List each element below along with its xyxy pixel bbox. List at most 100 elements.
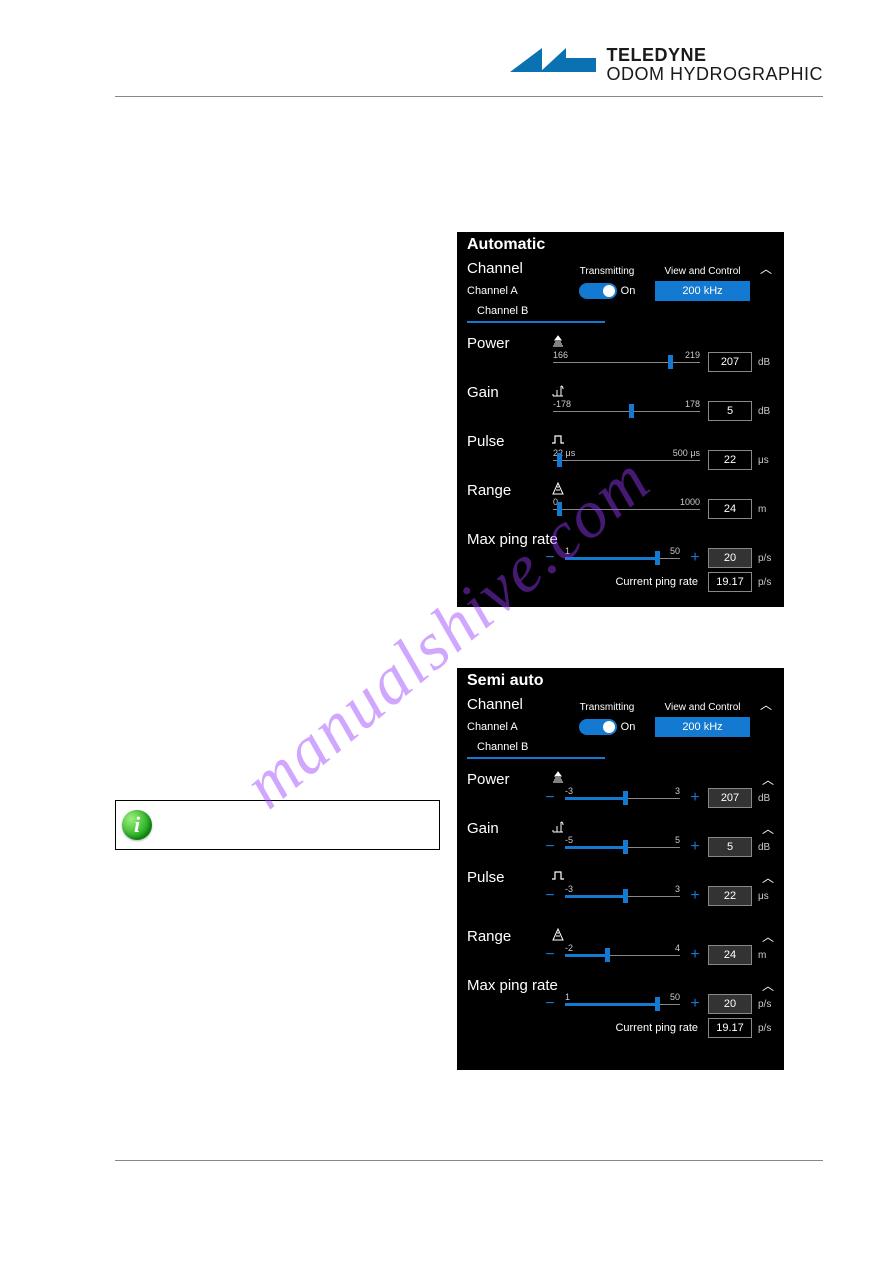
maxping-slider-min: 1 — [565, 546, 570, 556]
semi-channel-a-toggle[interactable] — [579, 719, 617, 735]
channel-collapse-icon[interactable]: ︿ — [758, 260, 774, 277]
pulse-row: Pulse — [457, 433, 784, 450]
power-slider-line: 166 219 207 dB — [457, 352, 784, 372]
semi-current-ping-label: Current ping rate — [615, 1022, 698, 1034]
panel-automatic: Automatic Channel Transmitting View and … — [457, 232, 784, 607]
power-slider[interactable]: 166 219 — [553, 352, 700, 372]
semi-maxping-slider-line: − 1 50 + 20 p/s — [457, 994, 784, 1014]
semi-maxping-slider-max: 50 — [670, 992, 680, 1002]
semi-power-plus-button[interactable]: + — [688, 789, 702, 807]
semi-maxping-value[interactable]: 20 — [708, 994, 752, 1014]
semi-gain-plus-button[interactable]: + — [688, 838, 702, 856]
maxping-minus-button[interactable]: − — [543, 549, 557, 567]
range-slider-max: 1000 — [680, 497, 700, 507]
semi-pulse-slider-min: -3 — [565, 884, 573, 894]
pulse-unit: μs — [758, 455, 774, 466]
channel-header: Channel Transmitting View and Control ︿ — [457, 260, 784, 279]
semi-channel-header: Channel Transmitting View and Control ︿ — [457, 696, 784, 715]
semi-gain-value[interactable]: 5 — [708, 837, 752, 857]
gain-slider-line: -178 178 5 dB — [457, 401, 784, 421]
semi-current-ping-value: 19.17 — [708, 1018, 752, 1038]
semi-range-label: Range — [467, 928, 545, 945]
pulse-slider[interactable]: 22 μs 500 μs — [553, 450, 700, 470]
semi-channel-a-row: Channel A On 200 kHz — [457, 715, 784, 739]
range-unit: m — [758, 504, 774, 515]
semi-maxping-minus-button[interactable]: − — [543, 995, 557, 1013]
semi-maxping-slider[interactable]: 1 50 — [565, 994, 680, 1014]
semi-channel-collapse-icon[interactable]: ︿ — [758, 696, 774, 713]
footer-divider — [115, 1160, 823, 1161]
maxping-row: Max ping rate — [457, 531, 784, 548]
panel-semi-auto: Semi auto Channel Transmitting View and … — [457, 668, 784, 1070]
semi-gain-row: Gain ︿ — [457, 820, 784, 837]
semi-gain-minus-button[interactable]: − — [543, 838, 557, 856]
gain-slider-min: -178 — [553, 399, 571, 409]
semi-channel-a-label: Channel A — [467, 721, 559, 733]
channel-a-toggle[interactable] — [579, 283, 617, 299]
gain-slider-max: 178 — [685, 399, 700, 409]
channel-label: Channel — [467, 260, 559, 277]
current-ping-value: 19.17 — [708, 572, 752, 592]
semi-pulse-slider-max: 3 — [675, 884, 680, 894]
semi-power-label: Power — [467, 771, 545, 788]
semi-pulse-value[interactable]: 22 — [708, 886, 752, 906]
semi-power-value[interactable]: 207 — [708, 788, 752, 808]
maxping-unit: p/s — [758, 553, 774, 564]
semi-power-collapse-icon[interactable]: ︿ — [762, 771, 774, 788]
pulse-slider-min: 22 μs — [553, 448, 575, 458]
semi-power-slider[interactable]: -3 3 — [565, 788, 680, 808]
semi-gain-slider-min: -5 — [565, 835, 573, 845]
panel-automatic-title: Automatic — [457, 232, 784, 260]
gain-unit: dB — [758, 406, 774, 417]
maxping-value[interactable]: 20 — [708, 548, 752, 568]
semi-pulse-collapse-icon[interactable]: ︿ — [762, 869, 774, 886]
semi-range-unit: m — [758, 950, 774, 961]
channel-a-view-button[interactable]: 200 kHz — [655, 281, 750, 301]
view-control-col-label: View and Control — [655, 266, 750, 277]
semi-power-unit: dB — [758, 793, 774, 804]
panel-semi-title: Semi auto — [457, 668, 784, 696]
power-slider-min: 166 — [553, 350, 568, 360]
pulse-label: Pulse — [467, 433, 545, 450]
semi-maxping-row: Max ping rate ︿ — [457, 977, 784, 994]
semi-range-slider[interactable]: -2 4 — [565, 945, 680, 965]
semi-power-slider-max: 3 — [675, 786, 680, 796]
range-value[interactable]: 24 — [708, 499, 752, 519]
range-slider[interactable]: 0 1000 — [553, 499, 700, 519]
current-ping-unit: p/s — [758, 577, 774, 588]
gain-row: Gain — [457, 384, 784, 401]
semi-channel-a-view-button[interactable]: 200 kHz — [655, 717, 750, 737]
semi-maxping-plus-button[interactable]: + — [688, 995, 702, 1013]
power-row: Power — [457, 335, 784, 352]
power-value[interactable]: 207 — [708, 352, 752, 372]
semi-range-slider-line: − -2 4 + 24 m — [457, 945, 784, 965]
gain-slider[interactable]: -178 178 — [553, 401, 700, 421]
semi-range-plus-button[interactable]: + — [688, 946, 702, 964]
semi-maxping-collapse-icon[interactable]: ︿ — [762, 977, 774, 994]
semi-gain-label: Gain — [467, 820, 545, 837]
info-icon: i — [122, 810, 152, 840]
semi-range-minus-button[interactable]: − — [543, 946, 557, 964]
range-slider-line: 0 1000 24 m — [457, 499, 784, 519]
semi-range-collapse-icon[interactable]: ︿ — [762, 928, 774, 945]
semi-pulse-slider[interactable]: -3 3 — [565, 886, 680, 906]
semi-pulse-plus-button[interactable]: + — [688, 887, 702, 905]
current-ping-row: Current ping rate 19.17 p/s — [457, 568, 784, 598]
semi-channel-b-label[interactable]: Channel B — [467, 739, 605, 759]
page-root: TELEDYNE ODOM HYDROGRAPHIC manualshive.c… — [0, 0, 893, 1263]
gain-value[interactable]: 5 — [708, 401, 752, 421]
semi-power-minus-button[interactable]: − — [543, 789, 557, 807]
semi-gain-slider[interactable]: -5 5 — [565, 837, 680, 857]
channel-b-label[interactable]: Channel B — [467, 303, 605, 323]
semi-gain-collapse-icon[interactable]: ︿ — [762, 820, 774, 837]
info-callout: i — [115, 800, 440, 850]
semi-channel-label: Channel — [467, 696, 559, 713]
maxping-plus-button[interactable]: + — [688, 549, 702, 567]
maxping-slider[interactable]: 1 50 — [565, 548, 680, 568]
semi-transmitting-col-label: Transmitting — [567, 702, 647, 713]
semi-range-value[interactable]: 24 — [708, 945, 752, 965]
range-label: Range — [467, 482, 545, 499]
semi-power-row: Power ︿ — [457, 771, 784, 788]
semi-pulse-minus-button[interactable]: − — [543, 887, 557, 905]
pulse-value[interactable]: 22 — [708, 450, 752, 470]
